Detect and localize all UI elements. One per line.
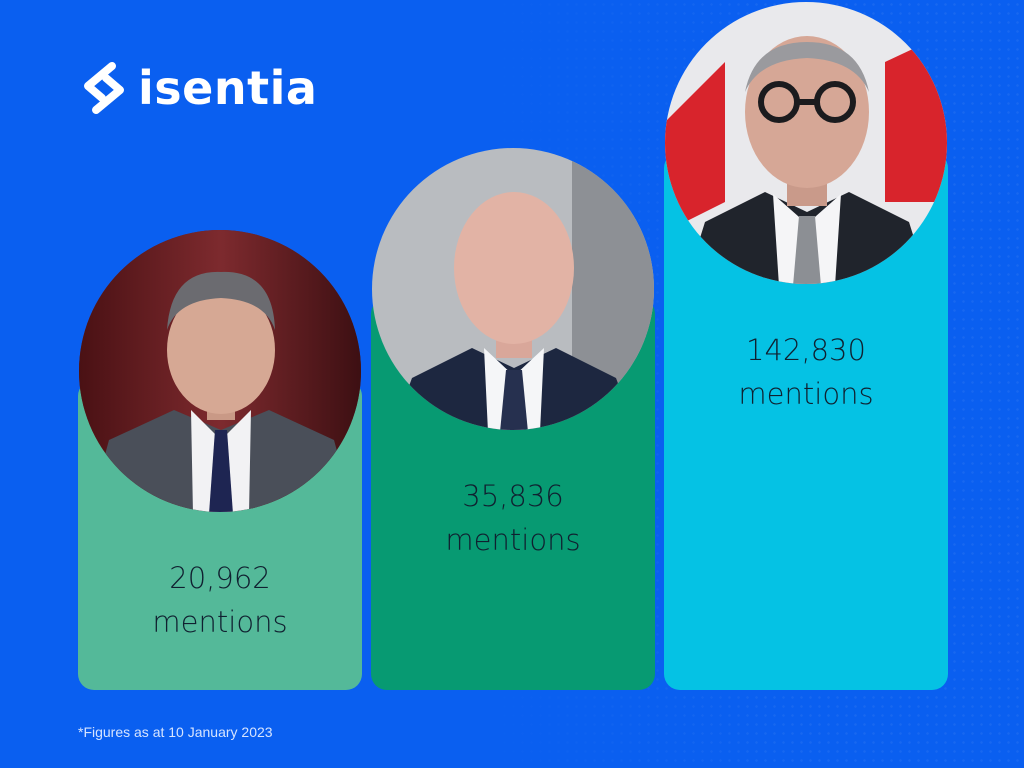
data-label-2: 35,836 mentions [371, 474, 655, 562]
data-label-1: 20,962 mentions [78, 556, 362, 644]
footnote: *Figures as at 10 January 2023 [78, 724, 273, 740]
isentia-logo-mark-icon [84, 62, 124, 114]
data-label-3-value: 142,830 [746, 333, 866, 367]
data-label-3-unit: mentions [738, 377, 874, 411]
data-label-2-value: 35,836 [462, 479, 564, 513]
politician-portrait-3 [665, 2, 947, 284]
politician-portrait-2 [372, 148, 654, 430]
isentia-logo: isentia [78, 56, 317, 120]
logo-wordmark: isentia [138, 61, 318, 115]
data-label-3: 142,830 mentions [664, 328, 948, 416]
data-label-2-unit: mentions [445, 523, 581, 557]
data-label-1-value: 20,962 [169, 561, 271, 595]
data-label-1-unit: mentions [152, 605, 288, 639]
politician-portrait-1 [79, 230, 361, 512]
